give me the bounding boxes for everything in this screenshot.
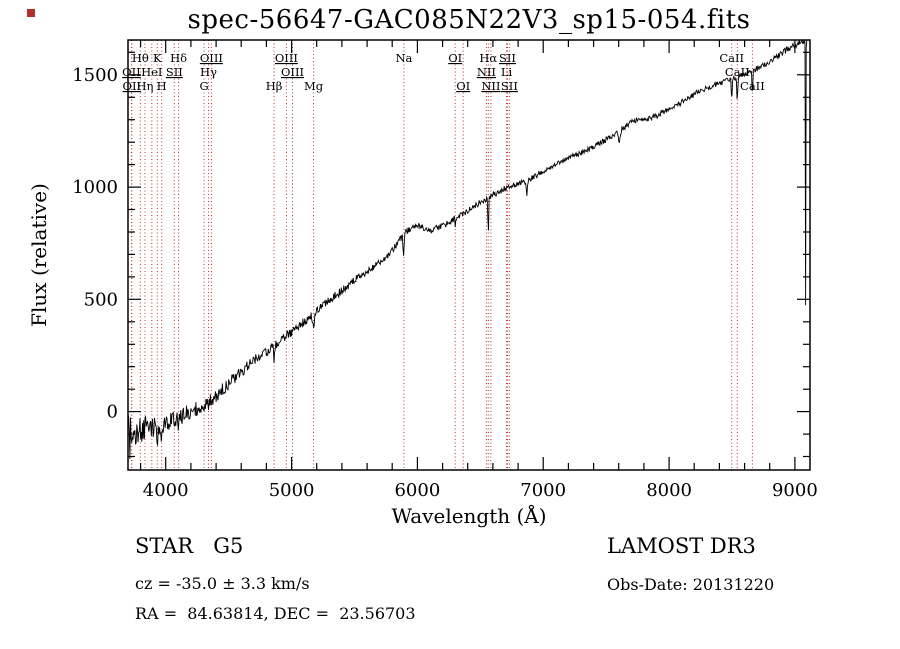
- line-label-SII: SII: [499, 51, 516, 65]
- line-label-Li: Li: [501, 65, 513, 79]
- y-axis-label-wrap: Flux (relative): [16, 40, 62, 470]
- x-tick-4000: 4000: [143, 480, 189, 501]
- x-tick-5000: 5000: [269, 480, 315, 501]
- line-label-OI: OI: [448, 51, 462, 65]
- line-label-CaII: CaII: [740, 79, 765, 93]
- line-label-Na: Na: [395, 51, 412, 65]
- survey-text: LAMOST DR3: [607, 534, 756, 558]
- y-tick-1500: 1500: [72, 65, 118, 86]
- line-label-G: G: [200, 79, 209, 93]
- line-label-OII: OII: [122, 65, 141, 79]
- x-tick-labels: 4000 5000 6000 7000 8000 9000: [143, 480, 818, 501]
- x-tick-8000: 8000: [646, 480, 692, 501]
- line-label-SII: SII: [501, 79, 518, 93]
- x-axis-label: Wavelength (Å): [391, 504, 547, 528]
- coordinates-text: RA = 84.63814, DEC = 23.56703: [135, 604, 416, 623]
- line-label-OIII: OIII: [200, 51, 223, 65]
- line-label-SII: SII: [166, 65, 183, 79]
- line-label-H: H: [157, 79, 167, 93]
- y-tick-0: 0: [107, 402, 118, 423]
- line-label-Hδ: Hδ: [170, 51, 187, 65]
- corner-marker: [27, 9, 35, 17]
- line-label-OII: OII: [123, 79, 142, 93]
- y-tick-labels: 0 500 1000 1500: [72, 65, 118, 423]
- line-label-Mg: Mg: [304, 79, 324, 93]
- y-axis-label: Flux (relative): [27, 183, 51, 327]
- line-label-OIII: OIII: [275, 51, 298, 65]
- y-tick-500: 500: [84, 289, 118, 310]
- velocity-text: cz = -35.0 ± 3.3 km/s: [135, 574, 310, 593]
- x-tick-7000: 7000: [520, 480, 566, 501]
- spectrum-trace: [128, 40, 810, 460]
- line-label-Hβ: Hβ: [266, 79, 283, 93]
- line-label-OIII: OIII: [281, 65, 304, 79]
- line-label-Hθ: Hθ: [132, 51, 149, 65]
- spectral-line-markers: [130, 40, 753, 470]
- plot-frame: [127, 39, 811, 471]
- obs-date-text: Obs-Date: 20131220: [607, 575, 775, 594]
- x-tick-6000: 6000: [394, 480, 440, 501]
- line-label-CaII: CaII: [725, 65, 750, 79]
- line-label-K: K: [153, 51, 162, 65]
- line-label-CaII: CaII: [719, 51, 744, 65]
- line-label-Hγ: Hγ: [200, 65, 217, 79]
- plot-title: spec-56647-GAC085N22V3_sp15-054.fits: [187, 5, 751, 35]
- line-label-Hα: Hα: [479, 51, 497, 65]
- line-label-Hη: Hη: [137, 79, 154, 93]
- line-label-HeI: HeI: [141, 65, 162, 79]
- line-label-NII: NII: [477, 65, 496, 79]
- axis-ticks: [128, 40, 810, 470]
- line-label-NII: NII: [481, 79, 500, 93]
- spectral-line-labels: OIIOIIHθHηHeIKHSIIHδGHγOIIIHβOIIIOIIIMgN…: [122, 51, 765, 93]
- object-class-text: STAR G5: [135, 534, 244, 558]
- line-label-OI: OI: [456, 79, 470, 93]
- y-tick-1000: 1000: [72, 177, 118, 198]
- x-tick-9000: 9000: [772, 480, 818, 501]
